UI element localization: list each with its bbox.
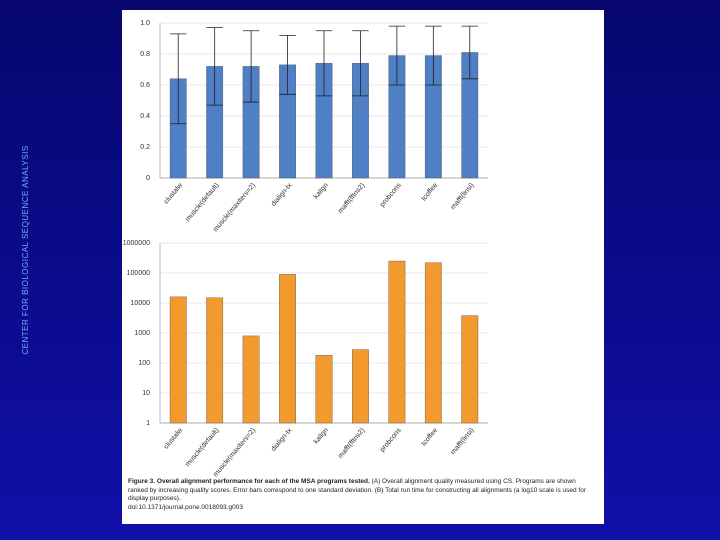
- caption-text: (A) Overall alignment quality measured u…: [128, 478, 586, 502]
- y-tick-label: 0.2: [140, 144, 150, 151]
- bar: [206, 297, 224, 424]
- y-tick-label: 0.6: [140, 82, 150, 89]
- y-tick-label: 0.4: [140, 113, 150, 120]
- bar: [315, 355, 333, 424]
- error-bar: [242, 30, 260, 103]
- error-bar: [352, 30, 369, 97]
- bar: [279, 274, 296, 424]
- y-tick-label: 0.8: [140, 51, 150, 58]
- error-bar: [206, 27, 223, 106]
- y-tick-label: 1000000: [123, 240, 150, 247]
- side-label: CENTER FOR BIOLOGICAL SEQUENCE ANALYSIS: [21, 145, 30, 354]
- bar: [461, 315, 479, 424]
- y-tick-label: 10000: [131, 300, 151, 307]
- error-bar: [315, 30, 333, 97]
- y-tick-label: 1.0: [140, 20, 150, 27]
- bar: [242, 335, 260, 424]
- error-bar: [461, 25, 478, 80]
- bar: [424, 262, 442, 424]
- y-tick-label: 0: [146, 175, 150, 182]
- y-tick-label: 1000: [134, 330, 150, 337]
- bar: [169, 296, 187, 424]
- error-bar: [425, 25, 442, 86]
- y-tick-label: 1: [146, 420, 150, 427]
- y-tick-label: 100000: [127, 270, 150, 277]
- y-tick-label: 10: [142, 390, 150, 397]
- error-bar: [279, 35, 296, 95]
- caption-doi: doi:10.1371/journal.pone.0018093.g003: [128, 503, 243, 511]
- caption-title: Figure 3. Overall alignment performance …: [128, 478, 370, 485]
- caption: Figure 3. Overall alignment performance …: [128, 478, 596, 512]
- error-bar: [170, 33, 187, 125]
- error-bar: [388, 25, 406, 86]
- bar: [388, 260, 406, 424]
- y-tick-label: 100: [138, 360, 150, 367]
- bar: [352, 349, 369, 424]
